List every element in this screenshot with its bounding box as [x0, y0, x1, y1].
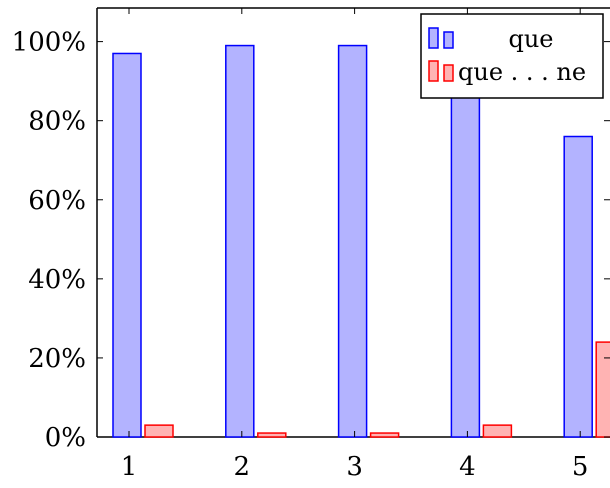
x-tick-label: 3 [346, 452, 363, 482]
bar-que-ne-3 [369, 432, 400, 438]
chart-ticks: 0% 20% 40% 60% 80% 100% 1 2 3 4 5 [12, 8, 610, 482]
bar-que-2 [225, 44, 255, 438]
y-tick-label: 0% [45, 423, 86, 453]
legend-box [420, 13, 604, 99]
chart-bars [112, 44, 610, 438]
y-tick-label: 100% [12, 28, 86, 58]
legend-swatch-icon [428, 27, 439, 49]
y-tick-label: 40% [28, 265, 86, 295]
bar-que-ne-2 [257, 432, 287, 438]
bar-que-3 [337, 44, 368, 438]
legend-swatch-icon [428, 60, 439, 82]
y-tick-label: 60% [28, 186, 86, 216]
x-tick-label: 1 [121, 452, 138, 482]
legend-label: que . . . ne [458, 58, 586, 86]
legend-label: que [508, 25, 553, 53]
legend-swatch-icon [443, 31, 454, 49]
x-tick-label: 2 [234, 452, 251, 482]
y-tick-label: 80% [28, 107, 86, 137]
y-tick-label: 20% [28, 344, 86, 374]
bar-que-5 [563, 135, 593, 438]
bar-que-ne-4 [482, 424, 513, 438]
bar-que-ne-1 [144, 424, 174, 438]
legend-swatch-icon [443, 64, 454, 82]
bar-que-4 [450, 52, 481, 438]
x-tick-label: 4 [459, 452, 476, 482]
x-tick-label: 5 [572, 452, 589, 482]
bar-que-ne-5 [595, 341, 610, 438]
chart-legend: que que . . . ne [420, 13, 604, 99]
bar-que-1 [112, 52, 142, 438]
